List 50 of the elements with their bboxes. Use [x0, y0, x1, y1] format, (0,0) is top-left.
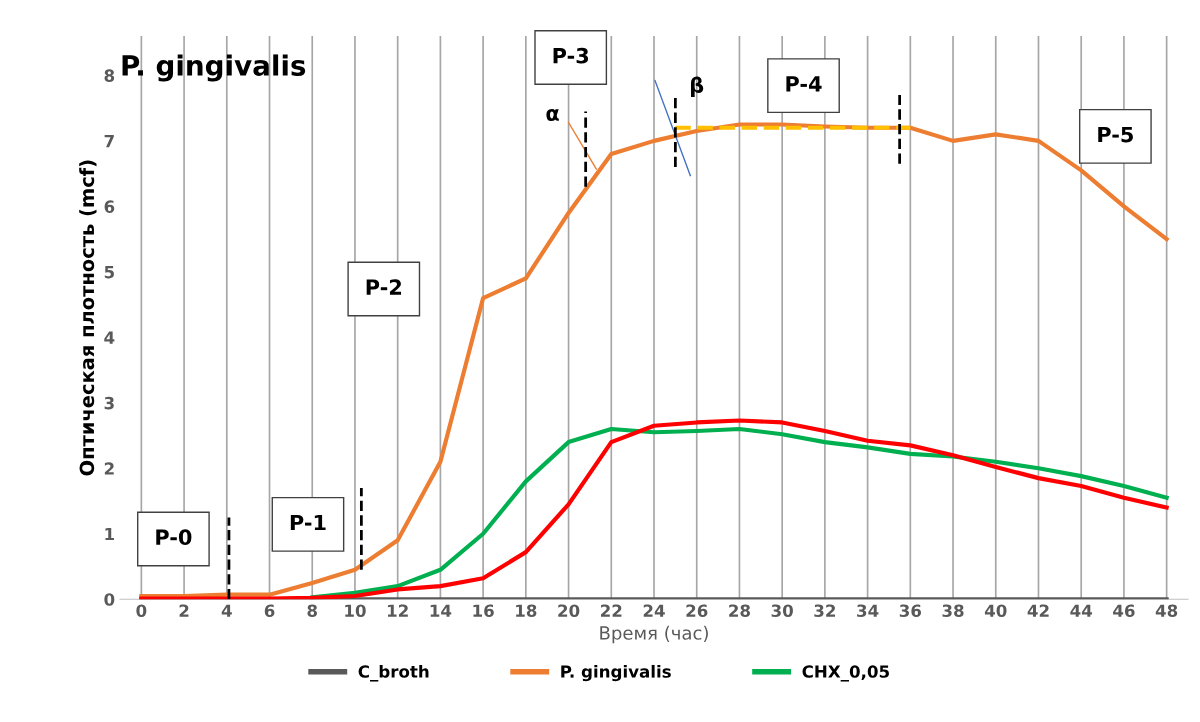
line-series	[139, 418, 1169, 600]
x-tick-label: 46	[1113, 604, 1135, 618]
legend-label: C_broth	[358, 664, 429, 682]
x-tick-label: 44	[1070, 604, 1093, 617]
x-axis-title: Время (час)	[600, 625, 708, 644]
x-tick-label: 48	[1155, 604, 1178, 618]
legend-label: CHX_0,05	[802, 665, 889, 682]
x-tick-label: 16	[473, 604, 494, 618]
x-tick-label: 34	[857, 604, 879, 618]
y-axis-title: Оптическая плотность (mcf)	[79, 160, 97, 476]
annotation: P-4	[786, 76, 822, 92]
x-tick-label: 0	[136, 604, 147, 618]
x-tick-label: 4	[221, 604, 232, 617]
x-tick-label: 20	[558, 604, 580, 618]
legend-label: P. gingivalis	[561, 664, 671, 682]
y-tick-label: 1	[105, 527, 114, 541]
x-tick-label: 40	[984, 604, 1007, 618]
x-tick-label: 28	[729, 604, 750, 618]
x-tick-label: 14	[430, 604, 452, 617]
x-tick-label: 10	[345, 604, 366, 618]
y-tick-label: 4	[104, 331, 115, 344]
x-tick-label: 2	[179, 604, 189, 617]
x-tick-label: 32	[814, 604, 836, 618]
x-tick-label: 38	[942, 604, 964, 618]
x-tick-label: 42	[1027, 604, 1049, 617]
y-tick-label: 3	[104, 396, 114, 410]
text: P. gingivalis	[122, 54, 306, 82]
annotation: P-1	[290, 514, 326, 531]
line-series	[139, 122, 1169, 599]
y-tick-label: 8	[104, 69, 115, 82]
x-tick-label: 36	[899, 604, 922, 618]
y-tick-label: 5	[104, 266, 114, 279]
annotation: β	[691, 76, 704, 98]
annotation: P-3	[553, 47, 589, 64]
y-tick-label: 6	[104, 200, 115, 213]
annotation: α	[546, 109, 559, 121]
x-tick-label: 8	[307, 604, 317, 618]
x-tick-label: 24	[643, 604, 665, 617]
y-tick-label: 7	[104, 135, 114, 148]
y-tick-label: 2	[104, 462, 114, 475]
y-tick-label: 0	[104, 593, 115, 606]
x-tick-label: 12	[387, 604, 408, 617]
annotation: P-0	[156, 529, 192, 546]
x-tick-label: 30	[771, 604, 793, 618]
x-tick-label: 22	[601, 604, 622, 617]
x-tick-label: 18	[516, 604, 537, 618]
x-tick-label: 6	[264, 604, 275, 618]
annotation: P-5	[1098, 126, 1133, 143]
x-tick-label: 26	[686, 604, 708, 618]
annotation: P-2	[366, 279, 402, 295]
